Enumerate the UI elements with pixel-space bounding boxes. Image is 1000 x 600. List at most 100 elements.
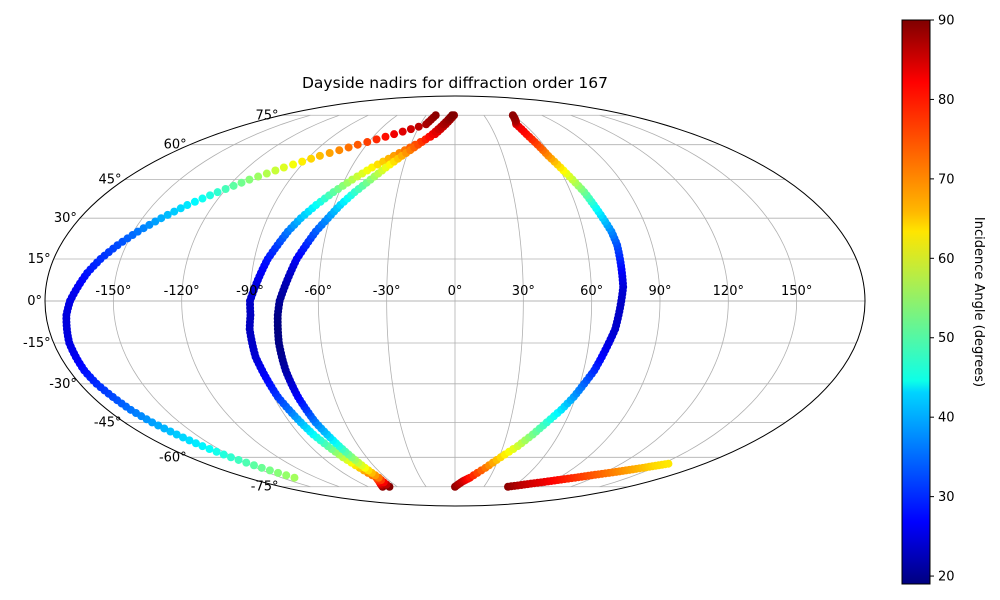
data-point bbox=[154, 421, 163, 430]
data-point bbox=[448, 111, 457, 120]
data-point bbox=[262, 169, 271, 178]
longitude-gridline bbox=[112, 114, 311, 488]
latitude-tick-label: -75° bbox=[251, 480, 279, 495]
longitude-tick-labels: -150° -120° -90° -60° -30° 0° 30° 60° 90° 120° 150… bbox=[95, 284, 812, 299]
data-point bbox=[172, 430, 181, 439]
data-point bbox=[353, 140, 362, 149]
data-point bbox=[179, 433, 188, 442]
data-point bbox=[508, 111, 517, 120]
graticule bbox=[45, 114, 865, 488]
chart-title: Dayside nadirs for diffraction order 167 bbox=[302, 74, 608, 92]
data-point bbox=[249, 461, 258, 470]
data-point bbox=[226, 453, 235, 462]
longitude-tick-label: -90° bbox=[236, 284, 264, 299]
data-points bbox=[62, 111, 673, 491]
colorbar-label: Incidence Angle (degrees) bbox=[971, 217, 986, 387]
data-point bbox=[307, 154, 316, 163]
latitude-tick-label: 75° bbox=[255, 108, 278, 123]
data-point bbox=[213, 188, 222, 197]
latitude-tick-label: -60° bbox=[159, 450, 187, 465]
longitude-tick-label: 30° bbox=[512, 284, 535, 299]
data-point bbox=[242, 458, 251, 467]
data-point bbox=[335, 146, 344, 155]
data-point bbox=[157, 214, 166, 223]
data-point bbox=[381, 132, 390, 141]
data-point bbox=[257, 463, 266, 472]
data-point bbox=[372, 135, 381, 144]
longitude-tick-label: 90° bbox=[648, 284, 671, 299]
data-point bbox=[290, 473, 299, 482]
latitude-tick-label: -30° bbox=[49, 377, 77, 392]
track-3 bbox=[273, 111, 457, 491]
longitude-gridline bbox=[386, 115, 427, 487]
data-point bbox=[191, 439, 200, 448]
colorbar-tick-label: 20 bbox=[938, 570, 955, 585]
longitude-tick-label: 0° bbox=[448, 284, 463, 299]
data-point bbox=[163, 210, 172, 219]
longitude-tick-label: -30° bbox=[373, 284, 401, 299]
data-point bbox=[344, 143, 353, 152]
data-point bbox=[390, 130, 399, 139]
data-point bbox=[190, 197, 199, 206]
latitude-tick-label: 45° bbox=[99, 173, 122, 188]
longitude-tick-label: 150° bbox=[781, 284, 812, 299]
track-5 bbox=[504, 459, 673, 491]
data-point bbox=[176, 204, 185, 213]
colorbar-gradient bbox=[901, 19, 931, 585]
latitude-tick-label: 0° bbox=[27, 294, 42, 309]
longitude-tick-label: -150° bbox=[95, 284, 131, 299]
colorbar: 20 30 40 50 60 70 80 90 Incidence Angle (degree… bbox=[901, 14, 986, 585]
data-point bbox=[398, 127, 407, 136]
longitude-gridline bbox=[570, 114, 729, 488]
data-point bbox=[271, 166, 280, 175]
data-point bbox=[325, 149, 334, 158]
data-point bbox=[245, 175, 254, 184]
data-point bbox=[198, 194, 207, 203]
data-point bbox=[234, 455, 243, 464]
data-point bbox=[406, 125, 415, 134]
data-point bbox=[185, 436, 194, 445]
longitude-gridline bbox=[541, 114, 661, 488]
data-point bbox=[229, 181, 238, 190]
data-point bbox=[170, 207, 179, 216]
latitude-tick-label: 15° bbox=[28, 252, 51, 267]
data-point bbox=[664, 459, 673, 468]
longitude-tick-label: -120° bbox=[164, 284, 200, 299]
data-point bbox=[265, 466, 274, 475]
map-boundary bbox=[44, 95, 866, 507]
colorbar-tick-label: 70 bbox=[938, 172, 955, 187]
data-point bbox=[363, 138, 372, 147]
latitude-tick-labels: 75° 60° 45° 30° 15° 0° -15° -30° -45° -60° -75° bbox=[23, 108, 279, 494]
data-point bbox=[183, 201, 192, 210]
data-point bbox=[254, 172, 263, 181]
longitude-gridline bbox=[181, 114, 340, 488]
longitude-tick-label: 120° bbox=[713, 284, 744, 299]
data-point bbox=[212, 447, 221, 456]
data-point bbox=[282, 471, 291, 480]
colorbar-ticks: 20 30 40 50 60 70 80 90 bbox=[930, 14, 955, 585]
data-point bbox=[205, 444, 214, 453]
longitude-gridline bbox=[599, 114, 798, 488]
data-point bbox=[289, 160, 298, 169]
data-point bbox=[221, 184, 230, 193]
latitude-tick-label: 60° bbox=[164, 138, 187, 153]
data-point bbox=[431, 111, 440, 120]
data-point bbox=[166, 427, 175, 436]
latitude-tick-label: 30° bbox=[54, 211, 77, 226]
data-point bbox=[279, 163, 288, 172]
track-1 bbox=[62, 111, 440, 482]
data-point bbox=[274, 468, 283, 477]
data-point bbox=[151, 217, 160, 226]
longitude-gridline bbox=[483, 115, 524, 487]
data-point bbox=[160, 424, 169, 433]
colorbar-tick-label: 60 bbox=[938, 252, 955, 267]
data-point bbox=[219, 450, 228, 459]
data-point bbox=[237, 178, 246, 187]
data-point bbox=[414, 122, 423, 131]
colorbar-tick-label: 30 bbox=[938, 490, 955, 505]
data-point bbox=[198, 442, 207, 451]
data-point bbox=[139, 224, 148, 233]
longitude-tick-label: 60° bbox=[580, 284, 603, 299]
track-4 bbox=[451, 111, 628, 491]
